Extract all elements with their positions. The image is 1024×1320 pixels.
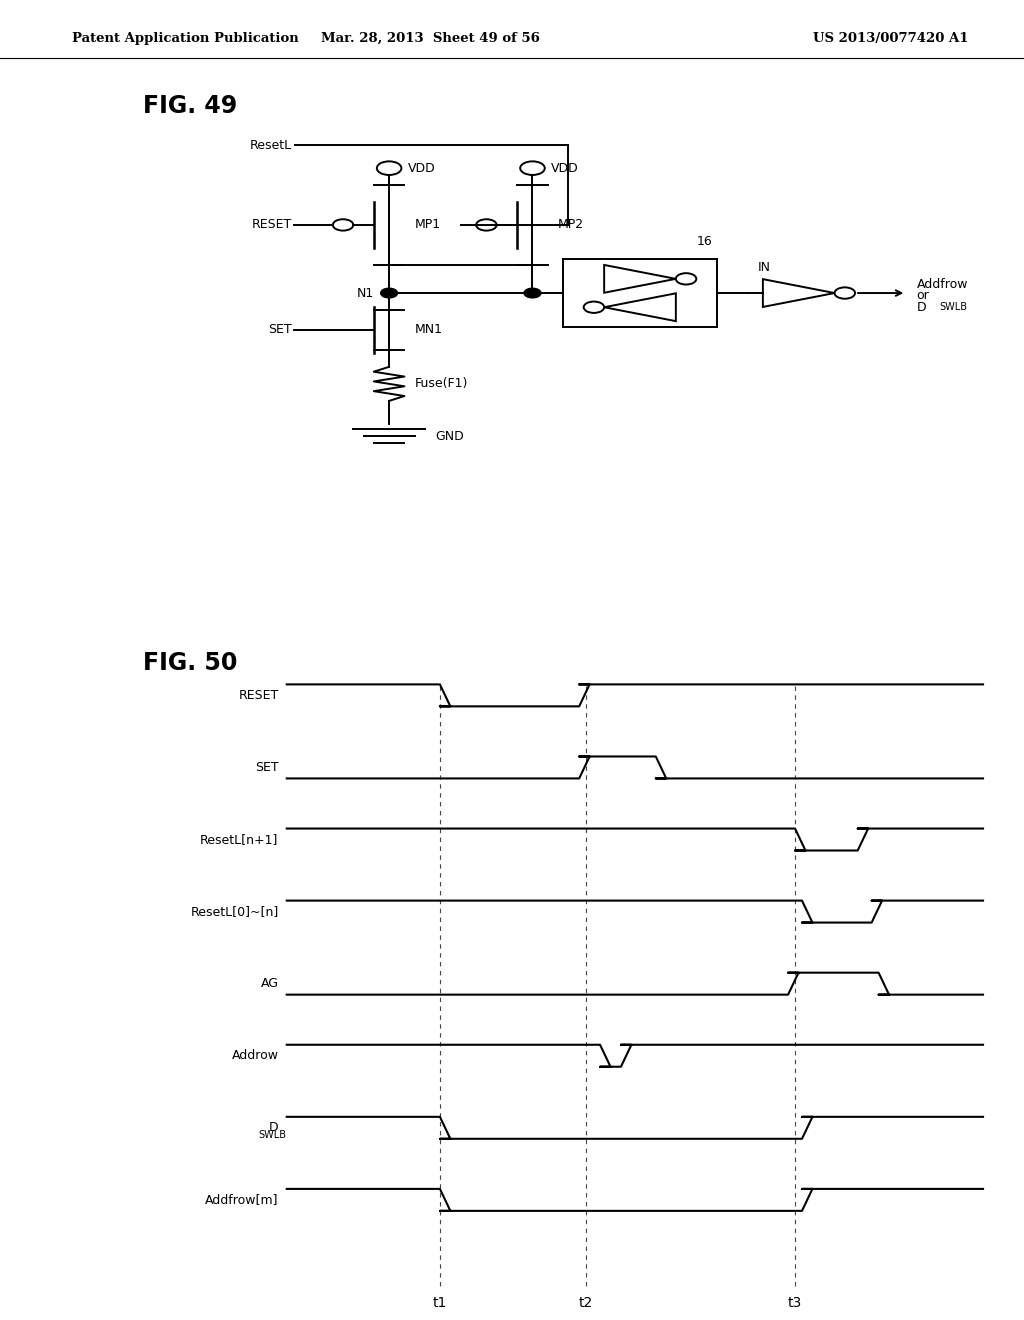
Text: Addfrow: Addfrow: [916, 279, 968, 290]
Text: IN: IN: [758, 261, 771, 275]
Text: FIG. 50: FIG. 50: [143, 651, 238, 675]
Text: Fuse(F1): Fuse(F1): [415, 378, 468, 391]
Text: Addrow: Addrow: [231, 1049, 279, 1063]
Text: ResetL[0]~[n]: ResetL[0]~[n]: [190, 906, 279, 919]
Text: Mar. 28, 2013  Sheet 49 of 56: Mar. 28, 2013 Sheet 49 of 56: [321, 32, 540, 45]
Text: US 2013/0077420 A1: US 2013/0077420 A1: [813, 32, 969, 45]
Circle shape: [381, 289, 397, 297]
Text: SET: SET: [268, 323, 292, 337]
Text: 16: 16: [696, 235, 712, 248]
Text: ResetL: ResetL: [250, 139, 292, 152]
Text: VDD: VDD: [551, 161, 579, 174]
Text: t2: t2: [579, 1296, 593, 1309]
Text: RESET: RESET: [252, 218, 292, 231]
Text: Patent Application Publication: Patent Application Publication: [72, 32, 298, 45]
Text: AG: AG: [260, 977, 279, 990]
Text: or: or: [916, 289, 929, 302]
Text: D: D: [269, 1121, 279, 1134]
Text: SWLB: SWLB: [939, 302, 967, 313]
Text: MP1: MP1: [415, 218, 441, 231]
Text: D: D: [916, 301, 926, 314]
Text: t1: t1: [433, 1296, 447, 1309]
Text: N1: N1: [356, 286, 374, 300]
Text: MP2: MP2: [558, 218, 585, 231]
Text: ResetL[n+1]: ResetL[n+1]: [200, 833, 279, 846]
Text: MN1: MN1: [415, 323, 442, 337]
Text: SWLB: SWLB: [259, 1130, 287, 1139]
Text: SET: SET: [255, 760, 279, 774]
Circle shape: [524, 289, 541, 297]
Text: Addfrow[m]: Addfrow[m]: [205, 1193, 279, 1206]
Text: FIG. 49: FIG. 49: [143, 95, 238, 119]
Text: VDD: VDD: [408, 161, 435, 174]
Text: GND: GND: [435, 429, 464, 442]
Text: RESET: RESET: [239, 689, 279, 702]
Text: t3: t3: [787, 1296, 802, 1309]
